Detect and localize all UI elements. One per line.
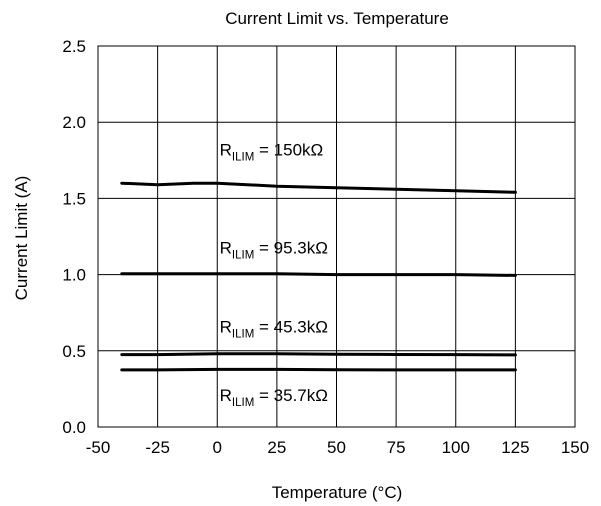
x-tick-label: -50	[86, 438, 111, 457]
annotation-value: = 45.3kΩ	[254, 318, 328, 337]
series-line-3	[120, 352, 517, 357]
tick-labels: -50 -25 0 25 50 75 100 125 150 0.0 0.5 1.0 1.5 2.0 2.5	[62, 37, 589, 457]
x-tick-label: 100	[442, 438, 470, 457]
y-tick-label: 0.0	[62, 418, 86, 437]
annotation-main: R	[220, 386, 232, 405]
series-line-1	[120, 181, 517, 194]
series-lines	[120, 181, 517, 372]
x-tick-label: 0	[213, 438, 222, 457]
plot-frame	[97, 45, 576, 428]
annotation-main: R	[220, 238, 232, 257]
annotation-subscript: ILIM	[232, 397, 254, 409]
y-axis-label: Current Limit (A)	[12, 176, 31, 301]
annotation-main: R	[220, 318, 232, 337]
annotation-subscript: ILIM	[232, 249, 254, 261]
chart-title: Current Limit vs. Temperature	[225, 9, 449, 28]
x-axis-label: Temperature (°C)	[272, 483, 403, 502]
x-tick-label: 125	[501, 438, 529, 457]
annotation-value: = 150kΩ	[254, 141, 323, 160]
y-tick-label: 2.0	[62, 113, 86, 132]
series-line-2	[120, 272, 517, 277]
y-tick-label: 1.5	[62, 189, 86, 208]
y-tick-label: 0.5	[62, 342, 86, 361]
x-tick-label: 25	[267, 438, 286, 457]
annotation-subscript: ILIM	[232, 152, 254, 164]
annotation-subscript: ILIM	[232, 329, 254, 341]
x-tick-label: 50	[327, 438, 346, 457]
annotation-label-1: RILIM = 150kΩ	[220, 141, 324, 164]
annotation-value: = 35.7kΩ	[254, 386, 328, 405]
annotation-main: R	[220, 141, 232, 160]
x-tick-label: 75	[387, 438, 406, 457]
series-line-4	[120, 367, 517, 372]
y-tick-label: 2.5	[62, 37, 86, 56]
annotation-label-2: RILIM = 95.3kΩ	[220, 238, 328, 261]
x-tick-label: 150	[561, 438, 589, 457]
x-tick-label: -25	[145, 438, 170, 457]
annotation-value: = 95.3kΩ	[254, 238, 328, 257]
annotation-label-4: RILIM = 35.7kΩ	[220, 386, 328, 409]
y-tick-label: 1.0	[62, 266, 86, 285]
annotation-label-3: RILIM = 45.3kΩ	[220, 318, 328, 341]
